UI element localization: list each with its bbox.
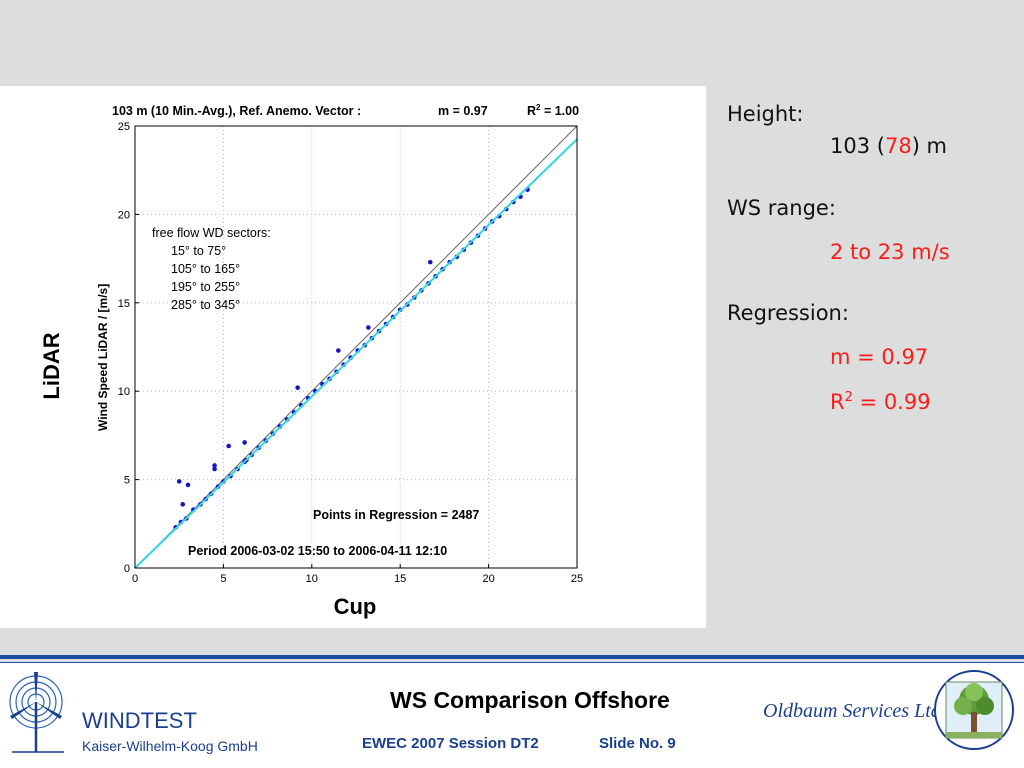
wind-turbine-icon: [9, 672, 64, 753]
scatter-chart: 0 5 10 15 20 25 0 5 10 15 20 25 103 m (10 Min.-Avg.…: [39, 103, 583, 619]
height-value: 103 (78) m: [830, 134, 947, 158]
ws-range-value: 2 to 23 m/s: [830, 240, 950, 264]
data-point: [185, 482, 191, 488]
session-label: EWEC 2007 Session DT2: [362, 735, 539, 752]
data-point: [336, 348, 341, 353]
ws-range-label: WS range:: [727, 196, 836, 220]
y-tick-label: 15: [118, 298, 130, 310]
y-tick-label: 5: [124, 475, 130, 487]
data-point: [212, 466, 217, 472]
period-text: Period 2006-03-02 15:50 to 2006-04-11 12…: [188, 544, 447, 558]
slide-number: Slide No. 9: [599, 735, 676, 752]
legend-line-0: free flow WD sectors:: [152, 226, 271, 240]
height-value-suffix: ) m: [911, 134, 948, 158]
footer-rule: [0, 655, 1024, 659]
y-axis-label: Wind Speed LiDAR / [m/s]: [96, 284, 110, 431]
legend-line-4: 285° to 345°: [171, 298, 240, 312]
outer-y-label: LiDAR: [39, 332, 64, 399]
reference-1to1-line: [134, 125, 578, 569]
data-point: [427, 259, 433, 265]
y-tick-label: 10: [118, 386, 130, 398]
axis-ticks: 0 5 10 15 20 25 0 5 10 15 20 25: [118, 121, 583, 585]
height-value-alt: 78: [884, 134, 912, 158]
regression-label: Regression:: [727, 301, 849, 325]
r2-number: = 0.99: [852, 390, 931, 414]
y-tick-label: 25: [118, 121, 130, 133]
x-tick-label: 15: [394, 573, 406, 585]
r2-sup: 2: [844, 390, 853, 405]
footer: [0, 663, 1024, 768]
r2-value: R2 = 0.99: [830, 390, 931, 414]
brand-subtitle: Kaiser-Wilhelm-Koog GmbH: [82, 738, 258, 754]
oldbaum-logo-text: Oldbaum Services Ltd.: [763, 700, 946, 722]
height-label: Height:: [727, 102, 804, 126]
r2-symbol: R: [830, 390, 845, 414]
chart-title-m: m = 0.97: [438, 104, 488, 118]
points-in-regression: Points in Regression = 2487: [313, 508, 479, 522]
x-tick-label: 0: [132, 573, 138, 585]
data-point: [212, 463, 217, 468]
data-point: [242, 440, 247, 445]
data-point: [180, 502, 186, 507]
x-tick-label: 25: [571, 573, 583, 585]
chart-title: 103 m (10 Min.-Avg.), Ref. Anemo. Vector…: [112, 104, 361, 118]
data-point: [176, 479, 182, 484]
tree-icon: [934, 670, 1014, 750]
x-tick-label: 20: [482, 573, 494, 585]
plot-frame: [134, 125, 578, 569]
header-band: [0, 0, 1024, 86]
chart-title-r2-sup: 2: [536, 103, 541, 112]
chart-title-r2: R2 = 1.00: [527, 103, 579, 118]
x-tick-label: 5: [220, 573, 226, 585]
y-tick-label: 0: [124, 563, 130, 575]
regression-line: [134, 138, 578, 569]
legend-line-1: 15° to 75°: [171, 244, 226, 258]
brand-name: WINDTEST: [82, 708, 197, 733]
data-point: [226, 443, 232, 449]
x-tick-label: 10: [306, 573, 318, 585]
legend-line-2: 105° to 165°: [171, 262, 240, 276]
data-point: [295, 385, 300, 390]
data-point: [366, 325, 371, 330]
chart-title-r2-symbol: R: [527, 104, 536, 118]
slide-title: WS Comparison Offshore: [390, 687, 670, 713]
y-tick-label: 20: [118, 209, 130, 221]
grid: [135, 126, 577, 568]
chart-panel: 0 5 10 15 20 25 0 5 10 15 20 25 103 m (10 Min.-Avg.…: [0, 86, 706, 628]
x-axis-label: Cup: [334, 594, 377, 619]
height-value-prefix: 103 (: [830, 134, 885, 158]
chart-title-r2-value: = 1.00: [540, 104, 579, 118]
footer-rule-thin: [0, 662, 1024, 663]
legend-text: free flow WD sectors: 15° to 75° 105° to…: [152, 226, 274, 312]
legend-line-3: 195° to 255°: [171, 280, 240, 294]
m-value: m = 0.97: [830, 345, 929, 369]
